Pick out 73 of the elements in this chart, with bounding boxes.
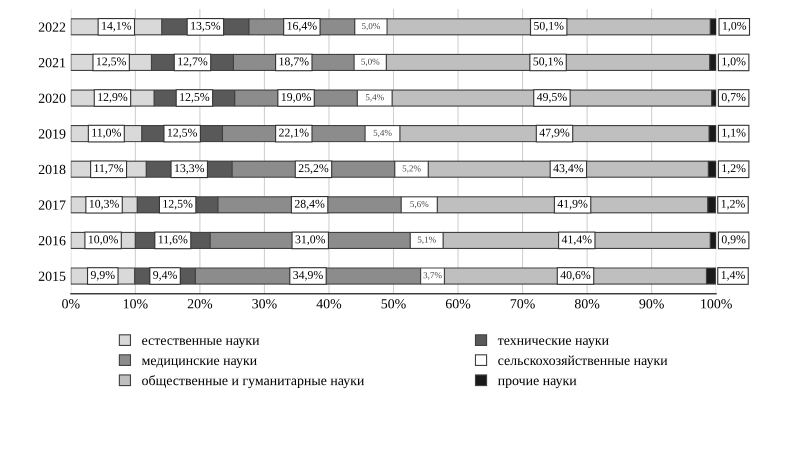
data-label: 5,4% [374,130,392,138]
data-label: 0,7% [722,93,746,103]
x-tick-label: 60% [446,299,470,308]
data-label: 28,4% [294,200,324,210]
data-label: 31,0% [296,235,326,246]
x-tick-label: 100% [701,299,732,308]
data-label: 5,4% [366,94,384,102]
data-label: 18,7% [280,57,309,68]
legend-label: общественные и гуманитарные науки [142,375,364,388]
y-tick-label: 2015 [38,272,66,281]
data-label: 9,4% [153,270,177,281]
legend-label: естественные науки [142,338,260,348]
data-label: 40,6% [560,270,590,281]
data-label: 10,0% [88,235,118,246]
data-label: 41,4% [562,235,592,246]
data-label: 12,5% [180,93,210,103]
data-label: 5,0% [361,58,380,66]
data-label: 13,5% [191,22,220,32]
data-label: 5,2% [402,165,421,173]
data-label: 50,1% [534,57,563,68]
y-tick-label: 2018 [38,164,66,174]
x-tick-label: 90% [639,299,664,308]
x-tick-label: 50% [382,299,406,308]
data-label: 11,7% [94,164,124,174]
x-tick-label: 40% [316,299,342,308]
x-tick-label: 30% [252,299,277,308]
data-label: 10,3% [90,200,119,210]
data-label: 47,9% [539,128,570,138]
x-tick-label: 10% [124,299,148,308]
x-tick-label: 20% [188,299,212,308]
legend-label: сельскохозяйственные науки [498,355,668,368]
data-label: 22,1% [279,128,309,138]
legend-label: прочие науки [498,378,576,388]
data-label: 11,0% [92,128,121,138]
data-label: 13,3% [175,164,204,174]
data-label: 1,2% [722,164,746,174]
data-label: 0,9% [722,235,746,246]
data-label: 25,2% [298,164,328,174]
data-label: 12,5% [96,57,126,68]
data-label: 3,7% [424,272,442,280]
data-label: 12,7% [178,57,208,68]
legend-label: медицинские науки [142,358,257,368]
data-label: 11,6% [158,235,188,246]
x-tick-label: 70% [510,299,535,308]
data-label: 43,4% [553,164,584,174]
data-label: 19,0% [282,93,311,103]
y-tick-label: 2016 [38,236,66,246]
data-label: 1,0% [722,57,746,68]
data-label: 1,2% [722,200,745,210]
y-tick-label: 2021 [38,58,66,68]
data-label: 5,0% [362,23,380,30]
data-label: 9,9% [90,270,115,281]
y-tick-label: 2020 [38,94,66,103]
data-label: 50,1% [534,22,564,32]
data-label: 49,5% [536,93,567,103]
y-tick-label: 2019 [38,129,66,139]
x-tick-label: 0% [62,299,80,308]
data-label: 12,5% [163,200,192,210]
data-label: 5,6% [410,200,428,208]
data-label: 12,5% [168,128,197,138]
data-label: 1,0% [723,22,746,32]
y-tick-label: 2017 [38,200,66,210]
data-label: 1,4% [722,270,745,281]
data-label: 1,1% [722,128,746,138]
x-tick-label: 80% [574,299,600,308]
data-label: 16,4% [288,22,317,32]
data-label: 41,9% [558,200,588,210]
y-tick-label: 2022 [38,22,66,32]
data-label: 34,9% [293,270,323,281]
data-label: 5,1% [418,236,436,244]
data-label: 14,1% [102,22,132,32]
data-label: 12,9% [98,93,128,103]
legend-label: технические науки [498,338,609,348]
